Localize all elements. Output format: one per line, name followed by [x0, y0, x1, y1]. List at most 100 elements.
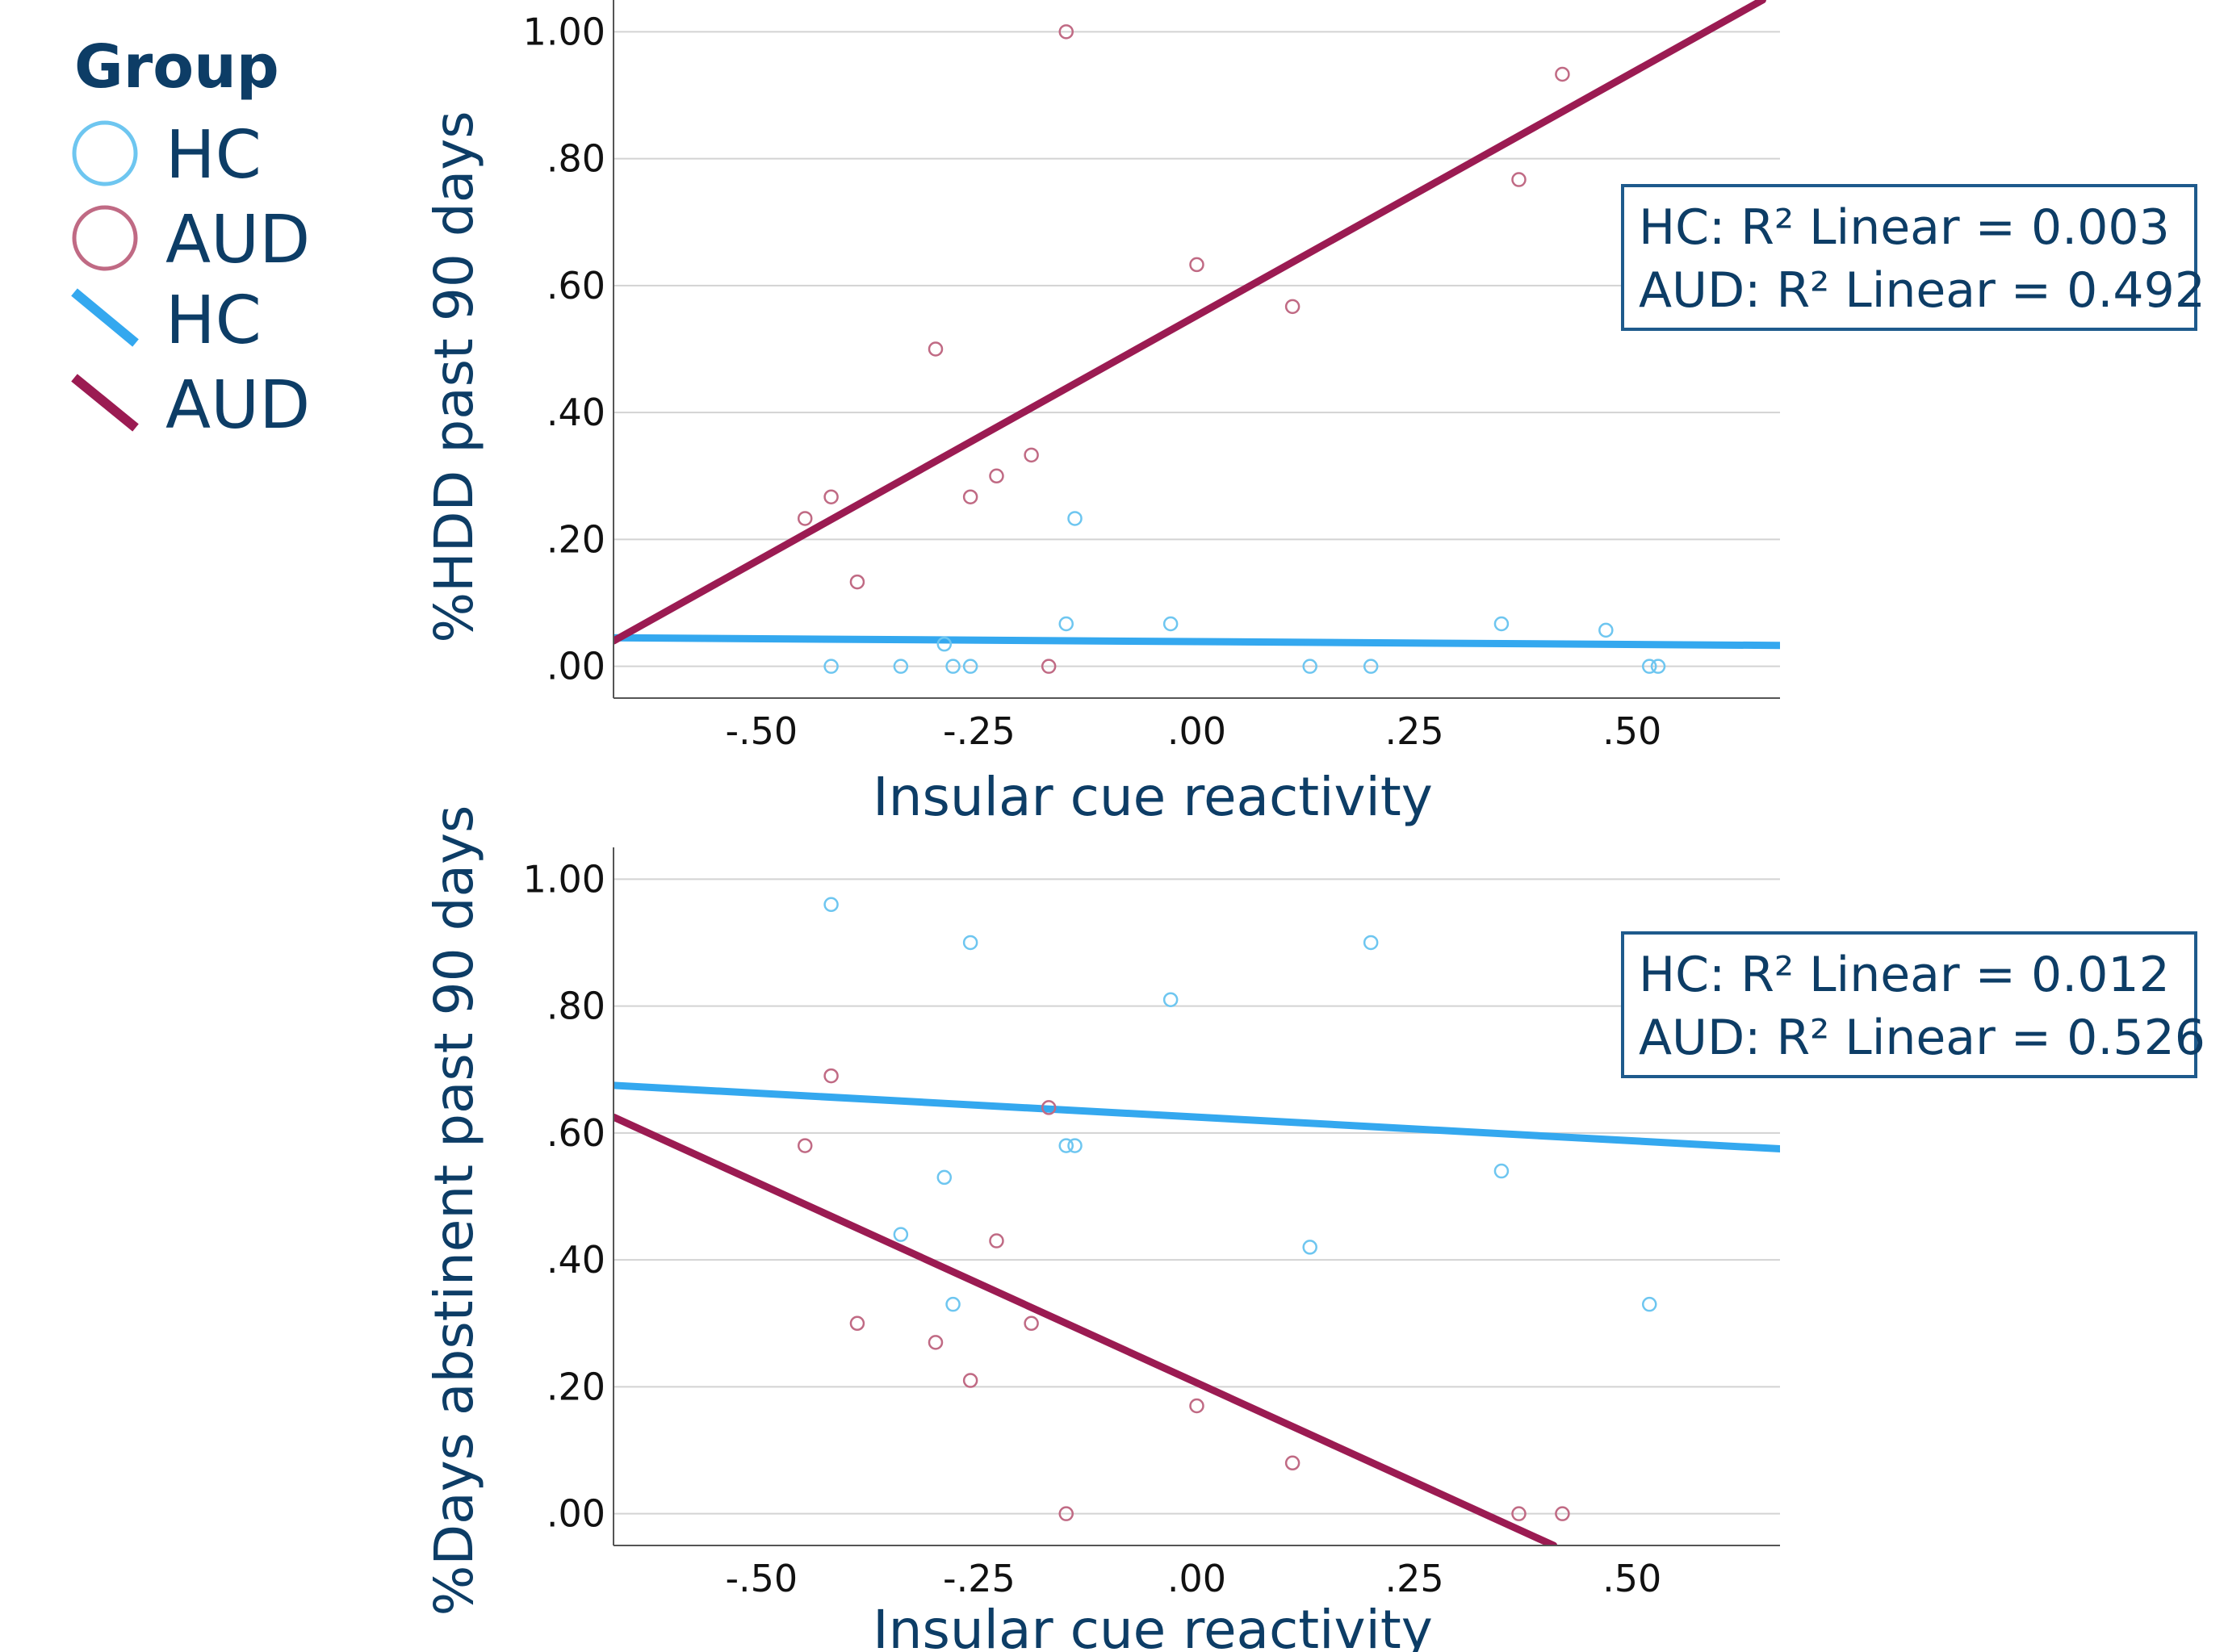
legend-hc-line-icon [71, 288, 139, 347]
y-tick-label: .80 [547, 985, 605, 1028]
legend-hc-line-label: HC [165, 282, 262, 359]
point-hc [893, 659, 909, 674]
point-aud [928, 341, 944, 357]
point-aud [928, 1335, 944, 1350]
y-tick-label: .60 [547, 264, 605, 307]
point-hc [1493, 1163, 1510, 1179]
x-tick-label: -.25 [943, 1557, 1016, 1600]
data-points [797, 897, 1657, 1521]
point-hc [1162, 616, 1179, 632]
point-aud [989, 468, 1004, 484]
y-tick-label: 1.00 [523, 857, 605, 901]
point-aud [1511, 1506, 1527, 1521]
y-axis-title: %Days abstinent past 90 days [423, 805, 485, 1616]
point-hc [893, 1227, 909, 1242]
point-hc [945, 1296, 961, 1312]
point-hc [823, 897, 839, 913]
r2-aud-text: AUD: R² Linear = 0.526 [1639, 1010, 2205, 1066]
point-aud [1041, 1100, 1057, 1115]
x-axis-title: Insular cue reactivity [873, 766, 1433, 828]
point-hc [962, 935, 978, 951]
point-aud [823, 489, 839, 504]
point-hc [1363, 659, 1379, 674]
legend: Group HC AUD HC AUD [71, 32, 310, 444]
point-hc [1598, 622, 1614, 638]
point-hc [1067, 1138, 1083, 1153]
y-tick-label: .40 [547, 391, 605, 434]
point-hc [1493, 616, 1510, 632]
legend-hc-marker-label: HC [165, 117, 262, 194]
point-aud [797, 1138, 813, 1153]
legend-hc-marker-icon [72, 120, 138, 186]
legend-aud-line-icon [71, 374, 139, 432]
point-aud [823, 1068, 839, 1084]
r2-box [1621, 184, 2197, 331]
x-tick-label: .25 [1385, 709, 1444, 753]
point-hc [945, 659, 961, 674]
point-hc [1363, 935, 1379, 951]
point-hc [1650, 659, 1666, 674]
fit-line-aud [614, 0, 1766, 645]
point-aud [1058, 1506, 1074, 1521]
point-aud [1189, 257, 1204, 273]
axes [613, 847, 1780, 1546]
y-tick-label: .20 [547, 1365, 605, 1408]
y-tick-label: .40 [547, 1238, 605, 1282]
r2-box [1621, 931, 2197, 1078]
chart-abstinent: .00 .20 .40 .60 .80 1.00 -.50 -.25 .00 .25 .50 Ins… [423, 805, 2205, 1652]
point-aud [962, 489, 978, 504]
chart-hdd: .00 .20 .40 .60 .80 1.00 -.50 -.25 .00 .25 .50 Ins… [423, 0, 2205, 828]
point-hc [1302, 659, 1317, 674]
legend-aud-marker-label: AUD [165, 202, 310, 278]
y-tick-label: .00 [547, 1492, 605, 1536]
point-aud [1511, 172, 1527, 187]
point-aud [849, 1315, 865, 1332]
point-hc [1067, 511, 1083, 526]
y-tick-label: .20 [547, 517, 605, 561]
point-hc [1058, 1138, 1074, 1153]
x-tick-label: .00 [1167, 1557, 1226, 1600]
point-aud [849, 574, 865, 590]
point-aud [1024, 1315, 1039, 1332]
r2-aud-text: AUD: R² Linear = 0.492 [1639, 262, 2205, 319]
x-tick-label: -.25 [943, 709, 1016, 753]
point-aud [962, 1373, 978, 1388]
fit-line-hc [614, 1081, 1780, 1153]
point-hc [1302, 1240, 1317, 1255]
y-tick-label: .80 [547, 137, 605, 181]
legend-aud-marker-icon [72, 205, 138, 271]
r2-hc-text: HC: R² Linear = 0.012 [1639, 947, 2170, 1003]
r2-hc-text: HC: R² Linear = 0.003 [1639, 199, 2170, 256]
legend-aud-line-label: AUD [165, 367, 310, 444]
point-aud [1555, 66, 1570, 82]
x-tick-label: -.50 [725, 1557, 798, 1600]
point-hc [1641, 659, 1657, 674]
point-aud [1024, 447, 1039, 463]
data-points [797, 24, 1666, 674]
fit-lines [614, 1081, 1780, 1545]
point-aud [1284, 299, 1300, 315]
fit-lines [614, 0, 1780, 650]
point-aud [1041, 659, 1057, 674]
point-hc [962, 659, 978, 674]
legend-title: Group [74, 32, 279, 102]
axes [613, 0, 1780, 699]
fit-line-aud [614, 1113, 1558, 1545]
point-hc [823, 659, 839, 674]
point-aud [1555, 1506, 1570, 1521]
grid-lines [614, 31, 1780, 667]
x-tick-label: .00 [1167, 709, 1226, 753]
grid-lines [614, 878, 1780, 1515]
point-aud [989, 1233, 1004, 1248]
point-aud [1058, 24, 1074, 40]
y-axis-title: %HDD past 90 days [423, 111, 485, 642]
x-axis-title: Insular cue reactivity [873, 1599, 1433, 1652]
point-hc [936, 1169, 953, 1186]
tick-labels: .00 .20 .40 .60 .80 1.00 -.50 -.25 .00 .25 .50 [523, 10, 1662, 753]
point-hc [1058, 616, 1074, 632]
x-tick-label: .50 [1602, 709, 1661, 753]
point-aud [1189, 1398, 1204, 1414]
point-hc [1162, 992, 1179, 1007]
y-tick-label: .00 [547, 645, 605, 688]
tick-labels: .00 .20 .40 .60 .80 1.00 -.50 -.25 .00 .25 .50 [523, 857, 1662, 1600]
